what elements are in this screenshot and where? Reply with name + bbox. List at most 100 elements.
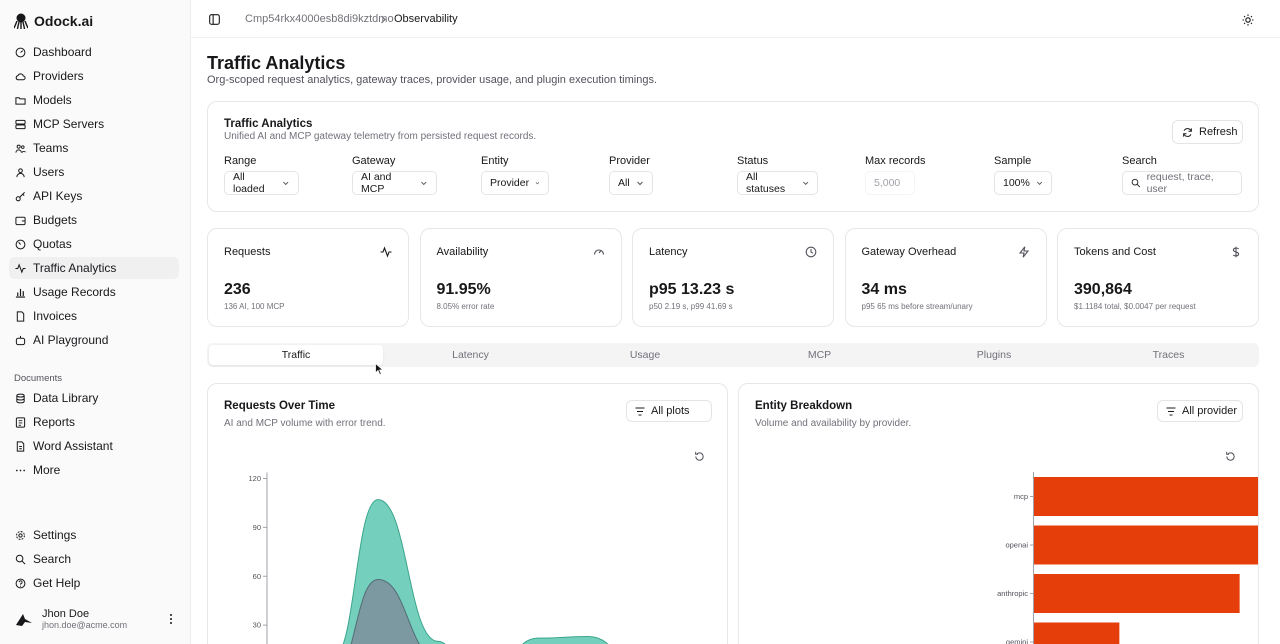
entity-filter-button[interactable]: All provider — [1157, 400, 1243, 422]
gauge-icon — [15, 239, 26, 249]
filter-value: All loaded — [233, 171, 265, 195]
requests-panel-subtitle: AI and MCP volume with error trend. — [224, 418, 386, 429]
sidebar-item-more[interactable]: More — [9, 459, 179, 481]
filter-label-gateway: Gateway — [352, 155, 396, 167]
tab-traffic[interactable]: Traffic — [209, 345, 383, 365]
search-input[interactable]: request, trace, user — [1122, 171, 1242, 195]
sidebar-item-settings[interactable]: Settings — [9, 524, 179, 546]
stat-value: p95 13.23 s — [649, 281, 735, 298]
bot-icon — [15, 335, 26, 345]
sidebar-item-data-library[interactable]: Data Library — [9, 387, 179, 409]
category-label: anthropic — [997, 589, 1028, 598]
chevron-down-icon — [535, 182, 540, 185]
sidebar-item-quotas[interactable]: Quotas — [9, 233, 179, 255]
sidebar-item-label: Providers — [33, 69, 84, 83]
stat-subtext: $1.1184 total, $0.0047 per request — [1074, 302, 1196, 311]
filter-select-provider[interactable]: All — [609, 171, 653, 195]
bar-gemini[interactable] — [1034, 622, 1120, 644]
sidebar-item-word-assistant[interactable]: Word Assistant — [9, 435, 179, 457]
filter-value: 5,000 — [874, 177, 901, 189]
filter-select-entity[interactable]: Provider — [481, 171, 549, 195]
sidebar-item-invoices[interactable]: Invoices — [9, 305, 179, 327]
breadcrumb-current: Observability — [394, 13, 458, 25]
more-vertical-icon[interactable] — [166, 612, 176, 626]
chevron-down-icon — [421, 181, 427, 186]
theme-toggle-icon[interactable] — [1242, 14, 1254, 26]
sidebar-item-label: Word Assistant — [33, 439, 113, 453]
chevron-down-icon — [1036, 181, 1042, 185]
sidebar-item-ai-playground[interactable]: AI Playground — [9, 329, 179, 351]
stat-label: Gateway Overhead — [861, 246, 957, 258]
zap-icon — [1018, 246, 1029, 258]
tab-plugins[interactable]: Plugins — [976, 349, 1012, 361]
bar-anthropic[interactable] — [1034, 574, 1240, 613]
filter-select-range[interactable]: All loaded — [224, 171, 299, 195]
filters-card-subtitle: Unified AI and MCP gateway telemetry fro… — [224, 131, 537, 142]
filter-value: Provider — [490, 177, 530, 189]
category-label: openai — [1005, 541, 1028, 550]
sidebar-item-search[interactable]: Search — [9, 548, 179, 570]
y-tick-label: 90 — [253, 523, 261, 532]
topbar: Cmp54rkx4000esb8di9kztdmo Observability — [191, 0, 1280, 38]
sidebar-item-label: MCP Servers — [33, 117, 105, 131]
refresh-button[interactable]: Refresh — [1172, 120, 1243, 144]
sidebar-item-users[interactable]: Users — [9, 161, 179, 183]
stat-label: Requests — [224, 246, 271, 258]
sidebar-item-label: Get Help — [33, 576, 81, 590]
server-icon — [15, 119, 26, 129]
sidebar-item-traffic-analytics[interactable]: Traffic Analytics — [9, 257, 179, 279]
breadcrumb-org[interactable]: Cmp54rkx4000esb8di9kztdmo — [245, 13, 394, 25]
sidebar-item-usage-records[interactable]: Usage Records — [9, 281, 179, 303]
database-icon — [16, 393, 25, 403]
stat-label: Availability — [436, 246, 489, 258]
report-icon — [15, 416, 26, 428]
sidebar-item-reports[interactable]: Reports — [9, 411, 179, 433]
reset-zoom-icon[interactable] — [694, 451, 705, 462]
tab-mcp[interactable]: MCP — [807, 349, 832, 361]
requests-filter-button[interactable]: All plots — [626, 400, 712, 422]
tab-usage[interactable]: Usage — [629, 349, 661, 361]
sidebar-item-dashboard[interactable]: Dashboard — [9, 41, 179, 63]
area-series-1 — [350, 579, 420, 644]
bar-mcp[interactable] — [1034, 477, 1259, 516]
brand-name: Odock.ai — [34, 13, 94, 29]
help-icon — [15, 578, 26, 588]
entity-panel-title: Entity Breakdown — [755, 400, 853, 412]
reset-zoom-icon[interactable] — [1225, 451, 1236, 462]
filter-select-max-records[interactable]: 5,000 — [865, 171, 915, 195]
sidebar-item-mcp-servers[interactable]: MCP Servers — [9, 113, 179, 135]
bar-openai[interactable] — [1034, 525, 1259, 565]
filter-label-provider: Provider — [609, 155, 650, 167]
tab-latency[interactable]: Latency — [452, 349, 489, 361]
area-series-0 — [342, 499, 609, 644]
cloud-icon — [15, 72, 26, 80]
category-label: mcp — [1014, 492, 1028, 501]
sidebar-item-get-help[interactable]: Get Help — [9, 572, 179, 594]
sidebar-item-providers[interactable]: Providers — [9, 65, 179, 87]
file-icon — [16, 310, 25, 322]
filter-select-sample[interactable]: 100% — [994, 171, 1052, 195]
stat-card-availability: Availability 91.95% 8.05% error rate — [419, 228, 622, 327]
filter-select-gateway[interactable]: AI and MCP — [352, 171, 437, 195]
brand[interactable]: Odock.ai — [14, 11, 93, 31]
sidebar-item-models[interactable]: Models — [9, 89, 179, 111]
stat-subtext: 8.05% error rate — [436, 302, 495, 311]
filter-label-entity: Entity — [481, 155, 509, 167]
sidebar-item-api-keys[interactable]: API Keys — [9, 185, 179, 207]
stat-card-requests: Requests 236 136 AI, 100 MCP — [207, 228, 409, 327]
user-email: jhon.doe@acme.com — [42, 620, 128, 630]
tab-traces[interactable]: Traces — [1152, 349, 1185, 361]
folder-icon — [15, 96, 26, 105]
sidebar-item-label: API Keys — [33, 189, 83, 203]
filter-select-status[interactable]: All statuses — [737, 171, 818, 195]
wallet-icon — [15, 216, 26, 225]
filter-label-sample: Sample — [994, 155, 1032, 167]
sidebar-item-label: Quotas — [33, 237, 72, 251]
filters-card: Traffic Analytics Unified AI and MCP gat… — [207, 101, 1259, 212]
sidebar-item-teams[interactable]: Teams — [9, 137, 179, 159]
user-profile[interactable]: Jhon Doe jhon.doe@acme.com — [14, 604, 184, 634]
requests-area-chart: 30 60 90 120 — [248, 472, 609, 644]
sidebar-toggle-icon[interactable] — [209, 14, 220, 25]
sidebar-item-budgets[interactable]: Budgets — [9, 209, 179, 231]
y-tick-label: 120 — [248, 474, 261, 483]
